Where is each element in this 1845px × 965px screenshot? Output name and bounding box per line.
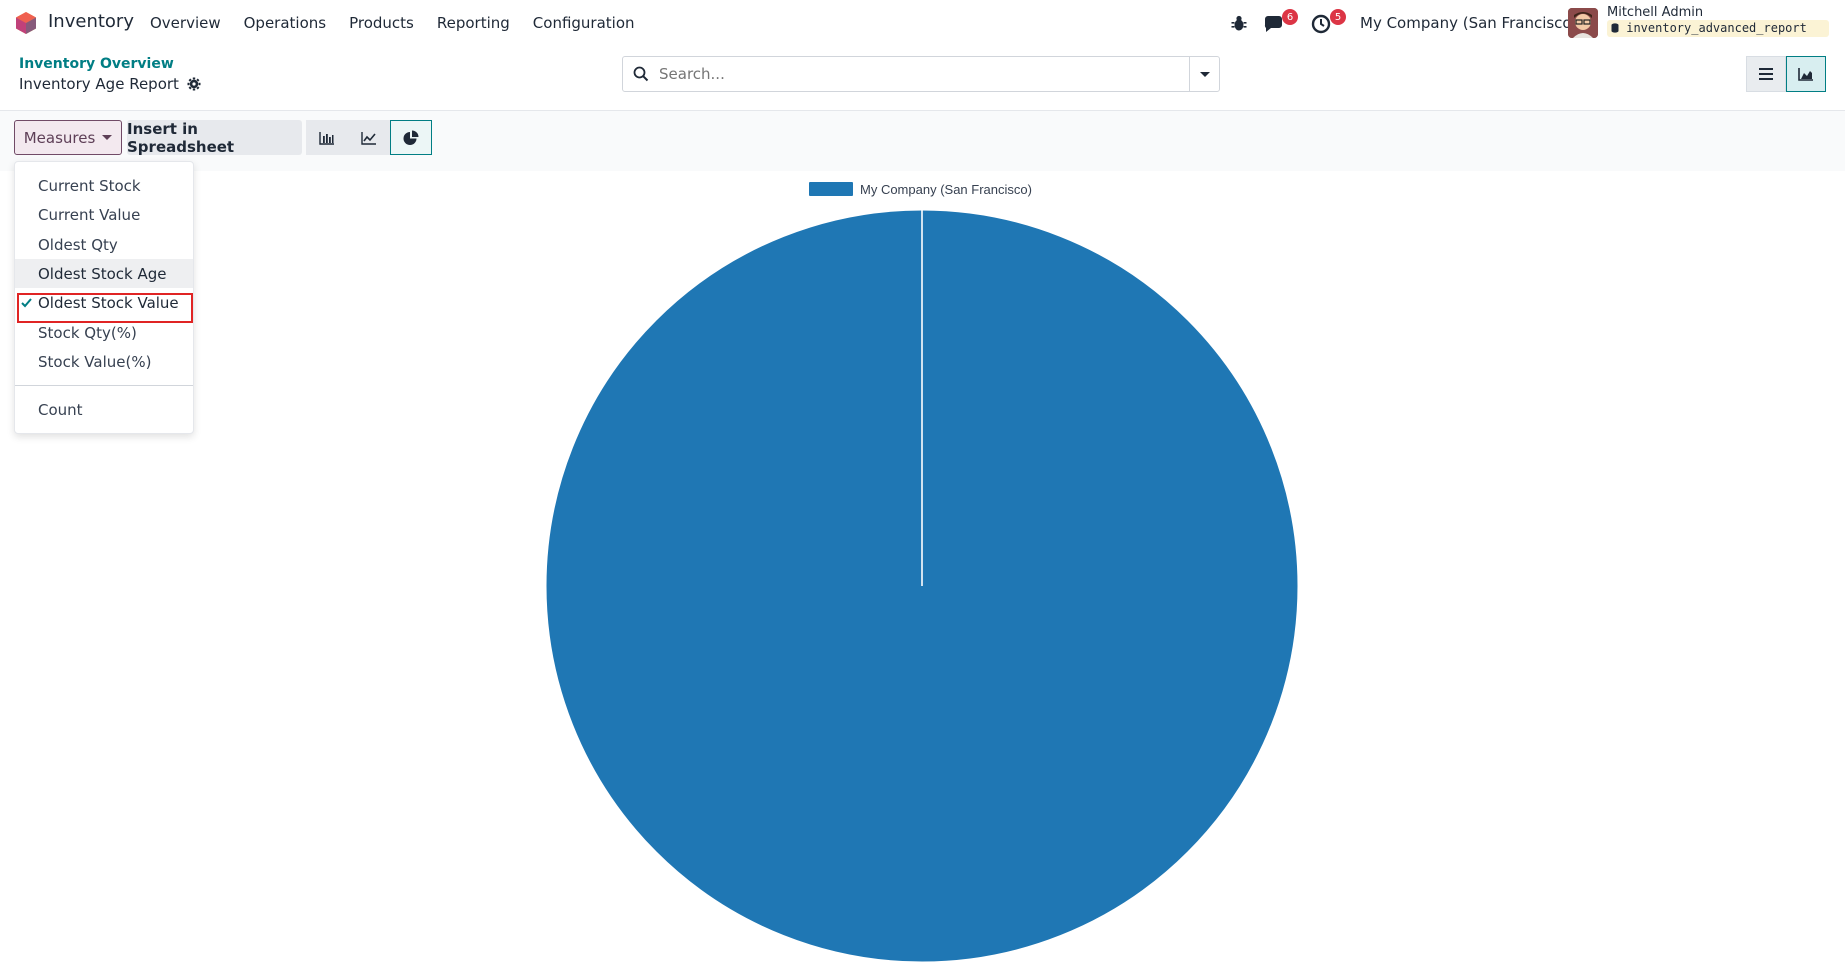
caret-down-icon [1199, 71, 1210, 77]
bar-chart-button[interactable] [306, 120, 348, 155]
measure-oldest-stock-value[interactable]: Oldest Stock Value [15, 288, 193, 317]
database-name-text: inventory_advanced_report [1626, 21, 1807, 35]
activities-clock-icon[interactable]: 5 [1310, 9, 1346, 36]
menu-products[interactable]: Products [349, 14, 414, 32]
insert-in-spreadsheet-button[interactable]: Insert in Spreadsheet [127, 120, 302, 156]
measures-label: Measures [23, 128, 96, 147]
inventory-app-icon[interactable] [14, 11, 38, 35]
legend-swatch [809, 182, 853, 196]
check-icon [21, 298, 32, 308]
list-view-button[interactable] [1746, 56, 1786, 92]
measures-dropdown-button[interactable]: Measures [14, 120, 122, 155]
measure-current-stock[interactable]: Current Stock [15, 171, 193, 200]
chart-type-buttons [306, 120, 432, 155]
measures-dropdown-menu: Current Stock Current Value Oldest Qty O… [14, 161, 194, 434]
menu-configuration[interactable]: Configuration [532, 14, 635, 32]
database-name: inventory_advanced_report [1607, 20, 1829, 37]
messages-count-badge: 6 [1282, 9, 1298, 25]
measure-label: Oldest Stock Age [38, 264, 167, 283]
measure-oldest-qty[interactable]: Oldest Qty [15, 230, 193, 259]
search-bar [622, 56, 1220, 92]
page-title: Inventory Age Report [19, 75, 201, 93]
line-chart-icon [361, 131, 376, 145]
page-title-text: Inventory Age Report [19, 75, 179, 93]
line-chart-button[interactable] [348, 120, 390, 155]
graph-view-button[interactable] [1786, 56, 1826, 92]
measure-oldest-stock-age[interactable]: Oldest Stock Age [15, 259, 193, 288]
activities-count-badge: 5 [1330, 9, 1346, 25]
user-name[interactable]: Mitchell Admin [1607, 5, 1704, 20]
measure-stock-value-percent[interactable]: Stock Value(%) [15, 347, 193, 376]
measure-label: Oldest Stock Value [38, 293, 179, 312]
menu-overview[interactable]: Overview [150, 14, 221, 32]
gear-icon[interactable] [187, 77, 201, 91]
view-switcher [1746, 56, 1826, 92]
measure-stock-qty-percent[interactable]: Stock Qty(%) [15, 318, 193, 347]
pie-chart-button[interactable] [390, 120, 432, 155]
control-panel: Inventory Overview Inventory Age Report [0, 46, 1845, 111]
list-icon [1759, 68, 1773, 80]
measure-label: Stock Qty(%) [38, 323, 137, 342]
area-chart-icon [1798, 68, 1813, 81]
top-navbar: Inventory Overview Operations Products R… [0, 0, 1845, 46]
measure-label: Oldest Qty [38, 235, 118, 254]
pie-slices [545, 209, 1299, 963]
breadcrumb-inventory-overview[interactable]: Inventory Overview [19, 56, 174, 72]
search-options-toggle[interactable] [1189, 57, 1219, 91]
search-input[interactable] [659, 58, 1189, 90]
debug-bug-icon[interactable] [1230, 10, 1250, 36]
main-menu: Overview Operations Products Reporting C… [150, 14, 658, 32]
company-switcher[interactable]: My Company (San Francisco) [1360, 14, 1578, 32]
measure-label: Stock Value(%) [38, 352, 152, 371]
menu-operations[interactable]: Operations [243, 14, 327, 32]
measure-count[interactable]: Count [15, 395, 193, 424]
pie-chart-icon [403, 130, 419, 145]
measure-label: Count [38, 400, 83, 419]
pie-chart: My Company (San Francisco) [545, 182, 1299, 963]
search-icon [623, 66, 659, 82]
measure-label: Current Value [38, 205, 141, 224]
app-name[interactable]: Inventory [48, 11, 134, 32]
caret-down-icon [102, 135, 113, 140]
database-icon [1611, 23, 1619, 33]
menu-reporting[interactable]: Reporting [436, 14, 510, 32]
measure-current-value[interactable]: Current Value [15, 200, 193, 229]
bar-chart-icon [319, 131, 334, 145]
selection-highlight-box [17, 293, 193, 323]
measure-label: Current Stock [38, 176, 141, 195]
dropdown-divider [15, 385, 193, 386]
legend-label: My Company (San Francisco) [860, 182, 1032, 197]
user-avatar[interactable] [1568, 8, 1598, 38]
messages-icon[interactable]: 6 [1262, 9, 1298, 36]
chart-legend[interactable]: My Company (San Francisco) [809, 182, 1032, 197]
